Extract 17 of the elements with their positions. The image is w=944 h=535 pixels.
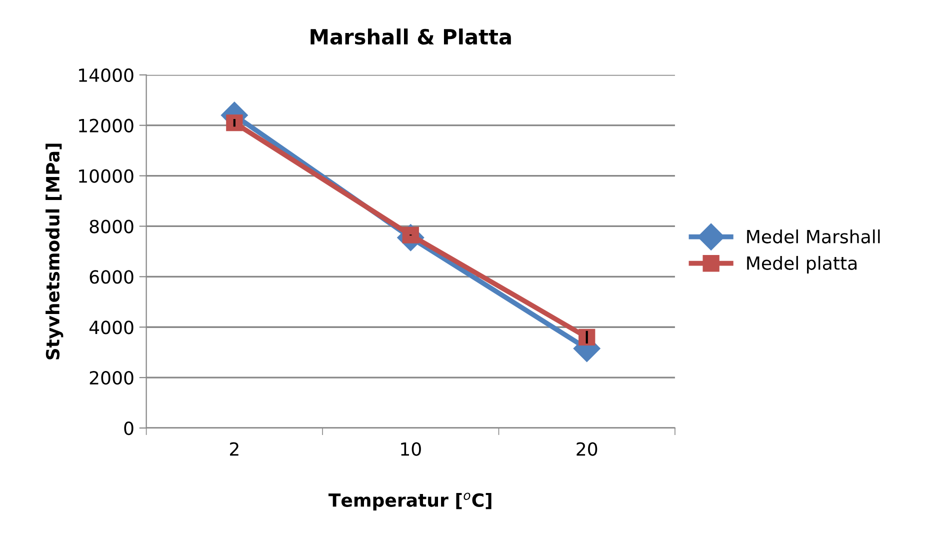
y-tick-label: 4000 xyxy=(89,320,134,334)
y-tick-label: 2000 xyxy=(90,371,134,385)
y-tick-label: 10000 xyxy=(79,169,134,183)
x-tick-label: 2 xyxy=(230,442,238,456)
y-tick-label: 12000 xyxy=(79,118,134,132)
chart-title: Marshall & Platta xyxy=(310,28,511,45)
x-tick-label: 10 xyxy=(401,442,421,456)
x-axis-title: Temperatur [$^{o}$C] xyxy=(328,492,492,510)
y-axis-title: Styvhetsmodul [MPa] xyxy=(46,144,64,360)
y-tick-label: 8000 xyxy=(90,220,134,234)
x-tick-label: 20 xyxy=(576,442,598,456)
y-tick-label: 6000 xyxy=(90,270,134,284)
y-tick-label: 14000 xyxy=(79,68,134,82)
legend-label: Medel Marshall xyxy=(747,229,880,244)
point xyxy=(226,114,243,132)
legend-label: Medel platta xyxy=(747,256,857,274)
y-tick-label: 0 xyxy=(124,421,134,436)
